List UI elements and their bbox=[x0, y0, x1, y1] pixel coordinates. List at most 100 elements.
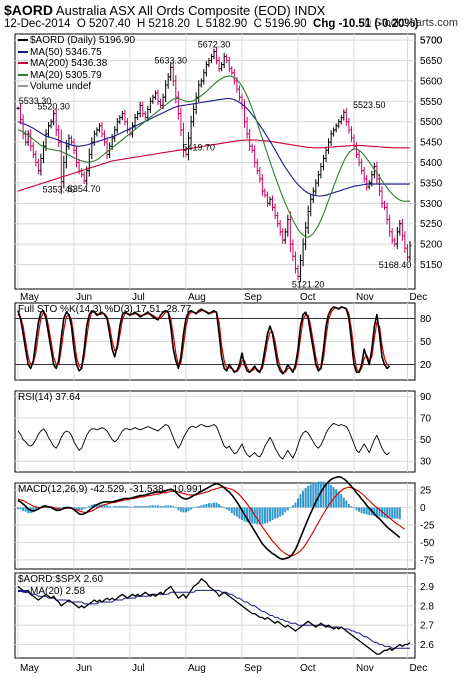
macd-hist-bar bbox=[27, 507, 30, 514]
macd-hist-bar bbox=[314, 482, 317, 508]
price-bar bbox=[90, 137, 94, 160]
symbol: $AORD bbox=[4, 2, 54, 18]
sto-tick-1: 50 bbox=[420, 337, 432, 348]
macd-hist-bar bbox=[47, 507, 50, 509]
macd-tick-4: 25 bbox=[420, 485, 432, 496]
macd-hist-bar bbox=[332, 487, 335, 508]
macd-hist-bar bbox=[185, 507, 187, 513]
price-bar bbox=[260, 173, 264, 196]
rsi-legend: RSI(14) 37.64 bbox=[18, 392, 80, 404]
macd-hist-bar bbox=[261, 507, 264, 525]
price-annotation-8: 5121.20 bbox=[292, 279, 325, 289]
macd-hist-bar bbox=[271, 507, 274, 521]
macd-hist-bar bbox=[60, 507, 63, 509]
macd-hist-bar bbox=[294, 502, 297, 508]
price-bar bbox=[293, 251, 297, 274]
macd-hist-bar bbox=[73, 507, 75, 509]
macd-hist-bar bbox=[375, 507, 378, 517]
macd-hist-bar bbox=[146, 506, 149, 508]
price-bar bbox=[400, 218, 404, 241]
sto-k-line bbox=[17, 306, 391, 375]
macd-hist-bar bbox=[337, 491, 340, 508]
macd-hist-bar bbox=[281, 507, 284, 516]
macd-hist-bar bbox=[233, 507, 236, 516]
rsi-tick-3: 90 bbox=[420, 392, 432, 403]
price-annotation-2: 5353.40 bbox=[42, 185, 75, 195]
macd-hist-bar bbox=[279, 507, 282, 517]
macd-hist-bar bbox=[274, 507, 277, 519]
price-bar bbox=[26, 130, 30, 146]
macd-hist-bar bbox=[391, 507, 394, 519]
macd-hist-bar bbox=[136, 506, 139, 508]
macd-hist-bar bbox=[131, 506, 134, 508]
macd-hist-bar bbox=[396, 507, 399, 519]
price-bar bbox=[276, 211, 280, 228]
price-bar bbox=[230, 66, 234, 76]
macd-hist-bar bbox=[141, 506, 144, 508]
price-bar bbox=[209, 53, 213, 64]
macd-hist-bar bbox=[393, 507, 396, 519]
price-annotation-0: 5533.30 bbox=[19, 96, 52, 106]
macd-hist-bar bbox=[276, 507, 279, 518]
macd-hist-bar bbox=[95, 503, 98, 508]
legend-sto: Full STO %K(14,3) %D(3) 17.51, 28.77 bbox=[18, 304, 192, 315]
price-bar bbox=[362, 166, 366, 183]
sto-tick-0: 20 bbox=[420, 360, 432, 371]
price-bar bbox=[225, 53, 229, 64]
macd-hist-bar bbox=[383, 507, 386, 518]
macd-hist-bar bbox=[360, 507, 363, 514]
price-legend: $AORD (Daily) 5196.90 MA(50) 5346.75 MA(… bbox=[18, 35, 135, 93]
macd-hist-bar bbox=[80, 507, 83, 511]
price-bar bbox=[385, 202, 389, 225]
macd-hist-bar bbox=[101, 504, 103, 508]
price-bar bbox=[57, 125, 61, 147]
price-bar bbox=[92, 130, 96, 146]
quote-change: Chg -10.51 (-0.20%) bbox=[313, 18, 419, 30]
legend-price: $AORD (Daily) 5196.90 bbox=[18, 35, 135, 47]
macd-hist-bar bbox=[330, 485, 333, 508]
price-bar bbox=[398, 220, 402, 236]
macd-tick-0: -75 bbox=[420, 555, 435, 566]
macd-hist-bar bbox=[304, 487, 307, 508]
macd-hist-bar bbox=[157, 505, 159, 508]
macd-hist-bar bbox=[179, 507, 182, 512]
price-bar bbox=[204, 60, 208, 77]
macd-hist-bar bbox=[358, 507, 361, 512]
price-bar bbox=[192, 104, 196, 127]
volume-swatch-icon bbox=[18, 85, 28, 88]
legend-ma20: MA(20) 5305.79 bbox=[18, 70, 135, 82]
price-tick-11: 5700 bbox=[420, 36, 443, 47]
price-bar bbox=[278, 220, 282, 236]
price-bar bbox=[217, 56, 221, 73]
price-bar bbox=[299, 254, 303, 283]
macd-hist-bar bbox=[251, 507, 254, 524]
price-bar bbox=[327, 138, 331, 154]
macd-hist-bar bbox=[205, 503, 208, 508]
price-tick-8: 5550 bbox=[420, 97, 443, 108]
price-bar bbox=[34, 150, 38, 167]
macd-hist-bar bbox=[22, 507, 25, 511]
macd-hist-bar bbox=[88, 506, 91, 508]
price-bar bbox=[156, 89, 160, 106]
macd-hist-bar bbox=[162, 506, 165, 508]
macd-hist-bar bbox=[134, 506, 137, 508]
price-bar bbox=[265, 191, 269, 208]
macd-hist-bar bbox=[241, 507, 243, 521]
macd-hist-bar bbox=[228, 507, 231, 511]
macd-hist-bar bbox=[144, 506, 147, 508]
macd-hist-bar bbox=[167, 505, 170, 508]
legend-ma200: MA(200) 5436.38 bbox=[18, 58, 135, 70]
macd-hist-bar bbox=[200, 505, 203, 508]
macd-hist-bar bbox=[126, 506, 129, 508]
price-bar bbox=[113, 126, 117, 142]
price-bar bbox=[189, 115, 193, 145]
price-annotation-1: 5520.30 bbox=[37, 101, 70, 111]
bottom-month-label-2: Jul bbox=[132, 663, 145, 674]
price-month-label-7: Dec bbox=[409, 292, 427, 303]
index-name: Australia ASX All Ords Composite (EOD) bbox=[55, 3, 291, 18]
price-month-label-3: Aug bbox=[188, 292, 206, 303]
macd-hist-bar bbox=[106, 505, 109, 508]
ratio-ma20-line bbox=[18, 589, 410, 649]
price-annotation-5: 5672.30 bbox=[198, 39, 231, 49]
price-bar bbox=[105, 137, 109, 160]
